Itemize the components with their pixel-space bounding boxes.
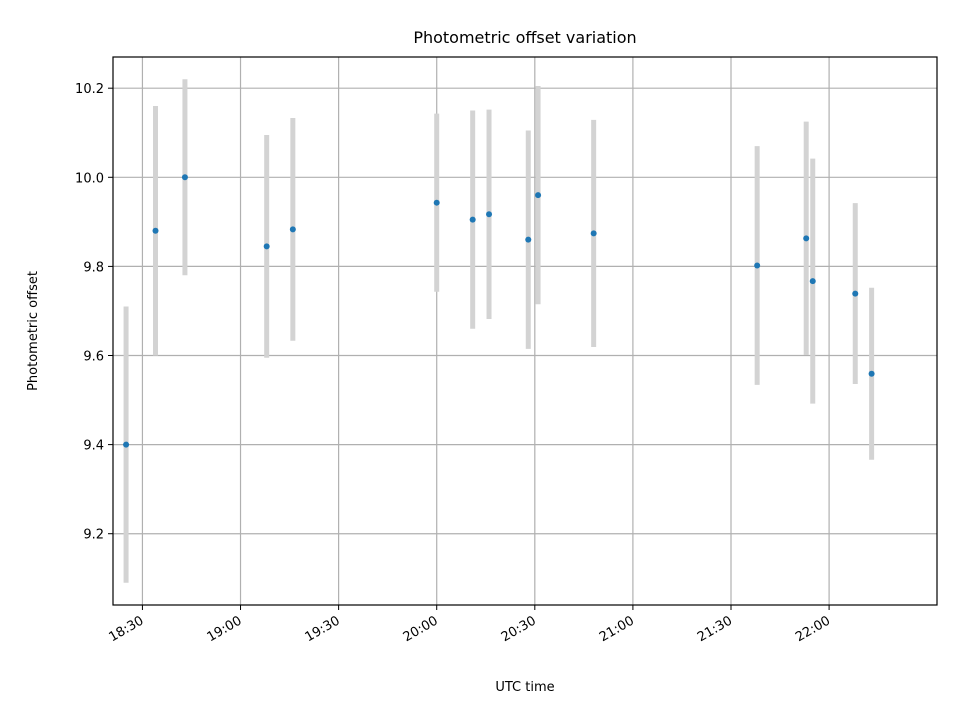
x-axis-ticks: 18:30 19:00 19:30 20:00 20:30 21:00 21:30 22:00 — [106, 605, 833, 645]
data-point — [852, 290, 859, 297]
data-point — [433, 199, 440, 206]
error-bars — [123, 79, 875, 583]
x-tick-label: 20:30 — [499, 613, 539, 645]
data-point — [289, 226, 296, 233]
data-point — [754, 262, 761, 269]
x-tick-label: 20:00 — [401, 613, 441, 645]
data-point — [535, 192, 542, 199]
x-tick-label: 19:30 — [303, 613, 343, 645]
y-tick-label: 9.8 — [83, 260, 104, 275]
y-tick-label: 9.6 — [83, 350, 104, 365]
y-axis-ticks: 9.2 9.4 9.6 9.8 10.0 10.2 — [75, 82, 113, 543]
data-point — [123, 441, 130, 448]
data-point — [486, 211, 493, 218]
data-point — [809, 278, 816, 285]
y-tick-label: 10.0 — [75, 171, 104, 186]
chart-title: Photometric offset variation — [413, 28, 636, 47]
x-tick-label: 18:30 — [106, 613, 146, 645]
y-tick-label: 10.2 — [75, 82, 104, 97]
x-tick-label: 21:30 — [695, 613, 735, 645]
data-point — [803, 235, 810, 242]
x-tick-label: 21:00 — [597, 613, 637, 645]
x-tick-label: 19:00 — [205, 613, 245, 645]
data-point — [263, 243, 270, 250]
data-point — [469, 216, 476, 223]
data-point — [868, 370, 875, 377]
plot-frame — [112, 56, 938, 606]
grid-lines — [113, 57, 937, 605]
data-point — [181, 174, 188, 181]
y-tick-label: 9.4 — [83, 439, 104, 454]
data-point — [525, 236, 532, 243]
y-axis-label: Photometric offset — [26, 271, 41, 391]
y-tick-label: 9.2 — [83, 528, 104, 543]
data-point — [152, 227, 159, 234]
data-point — [590, 230, 597, 237]
x-axis-label: UTC time — [495, 680, 554, 695]
x-tick-label: 22:00 — [793, 613, 833, 645]
data-points — [123, 174, 875, 448]
